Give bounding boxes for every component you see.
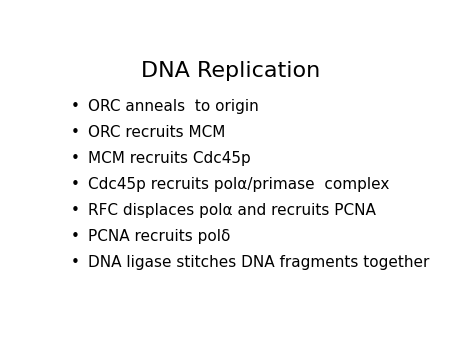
Text: •: •	[71, 177, 80, 192]
Text: ORC recruits MCM: ORC recruits MCM	[88, 125, 225, 140]
Text: PCNA recruits polδ: PCNA recruits polδ	[88, 229, 230, 244]
Text: DNA ligase stitches DNA fragments together: DNA ligase stitches DNA fragments togeth…	[88, 255, 429, 270]
Text: •: •	[71, 229, 80, 244]
Text: •: •	[71, 255, 80, 270]
Text: •: •	[71, 151, 80, 166]
Text: ORC anneals  to origin: ORC anneals to origin	[88, 99, 258, 114]
Text: RFC displaces polα and recruits PCNA: RFC displaces polα and recruits PCNA	[88, 203, 375, 218]
Text: DNA Replication: DNA Replication	[141, 62, 320, 81]
Text: Cdc45p recruits polα/primase  complex: Cdc45p recruits polα/primase complex	[88, 177, 389, 192]
Text: •: •	[71, 125, 80, 140]
Text: MCM recruits Cdc45p: MCM recruits Cdc45p	[88, 151, 250, 166]
Text: •: •	[71, 203, 80, 218]
Text: •: •	[71, 99, 80, 114]
